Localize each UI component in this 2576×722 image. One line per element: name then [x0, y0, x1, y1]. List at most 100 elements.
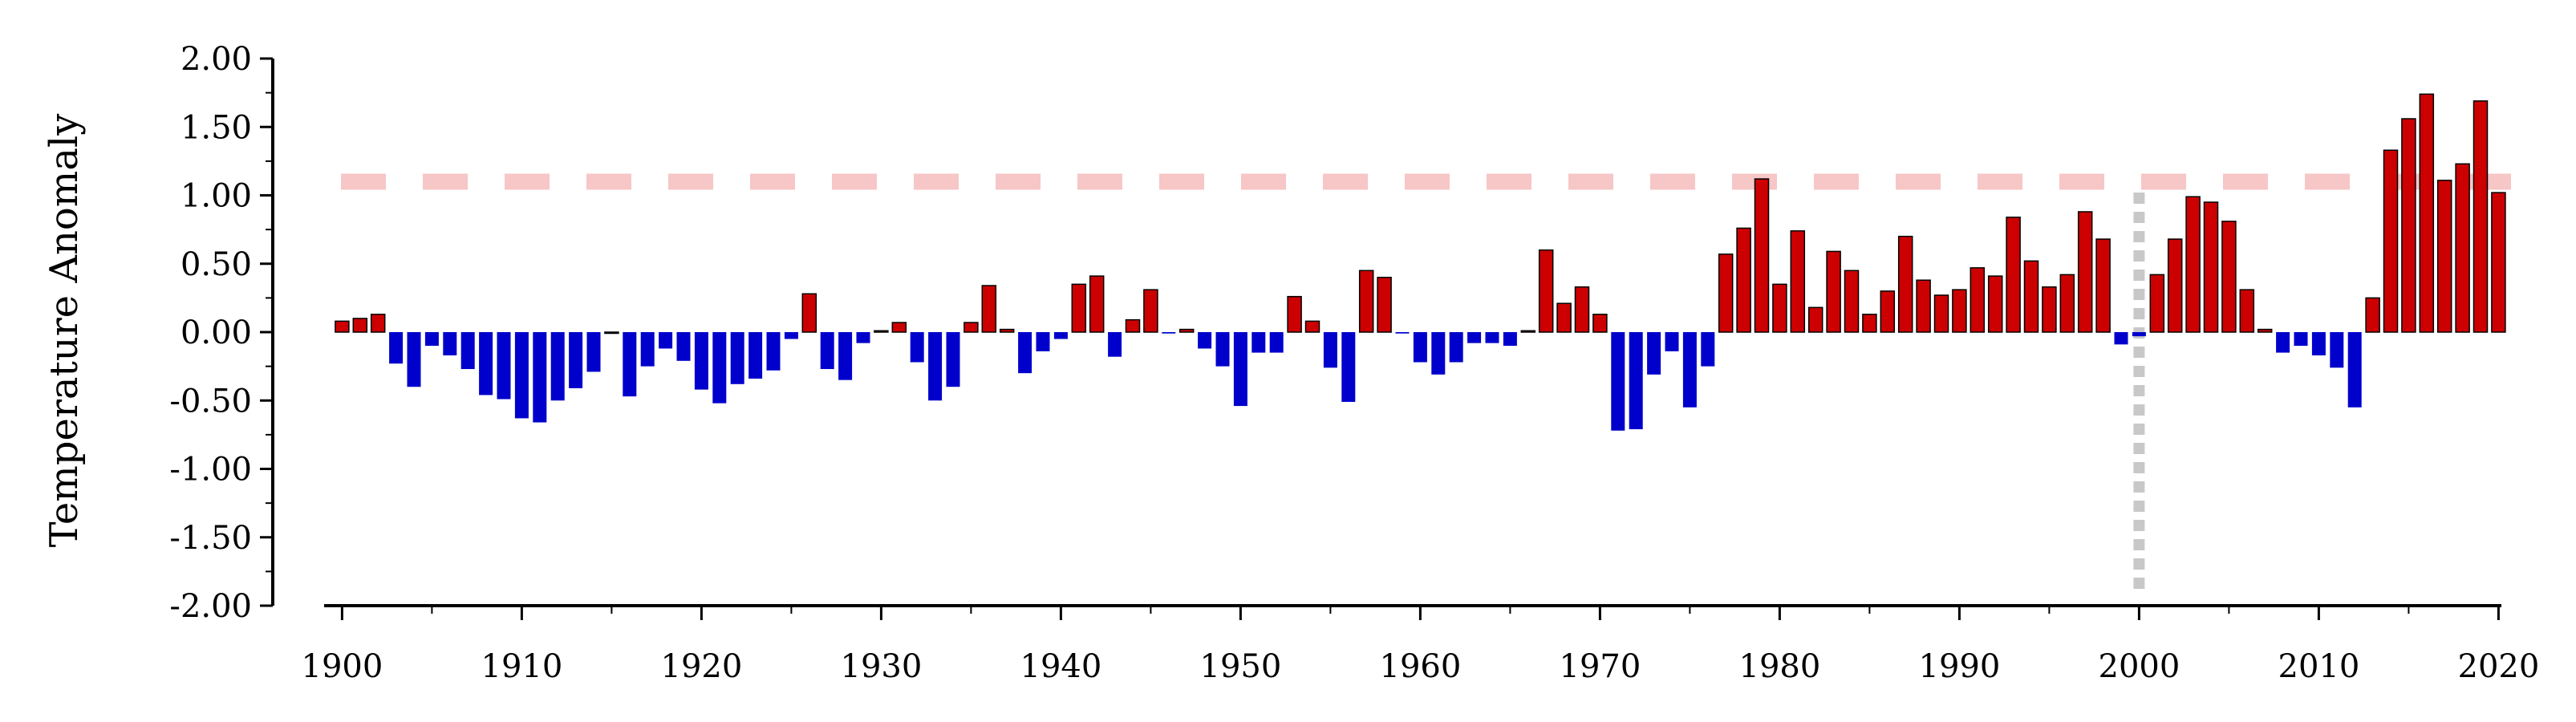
- bar-1916: [623, 332, 637, 397]
- bar-1910: [514, 332, 529, 419]
- x-tick-label: 1990: [1919, 648, 2001, 685]
- bar-1927: [820, 332, 834, 370]
- bar-1901: [352, 318, 368, 333]
- bar-1985: [1862, 314, 1877, 333]
- bar-2011: [2330, 332, 2344, 368]
- bar-1920: [694, 332, 708, 390]
- bar-1949: [1215, 332, 1230, 367]
- bar-1918: [659, 332, 673, 349]
- bar-1948: [1198, 332, 1212, 349]
- bar-1934: [946, 332, 960, 387]
- bar-1998: [2095, 238, 2111, 333]
- reference-lines: [341, 173, 2511, 590]
- bar-1967: [1538, 249, 1554, 333]
- bar-2005: [2221, 221, 2237, 333]
- bar-1960: [1413, 332, 1427, 363]
- bar-1990: [1952, 289, 1967, 333]
- bar-1986: [1880, 290, 1896, 333]
- y-tick-label: -1.50: [169, 520, 252, 557]
- bar-1954: [1304, 320, 1320, 333]
- y-axis: 2.00 1.50 1.00 0.50 0.00 -0.50 -1.00 -1.50 -2.00: [169, 41, 274, 625]
- y-tick-label: 0.50: [181, 246, 252, 283]
- bars-group: [335, 93, 2506, 431]
- bar-1923: [748, 332, 763, 379]
- bar-1971: [1611, 332, 1625, 431]
- bar-1973: [1647, 332, 1661, 375]
- bar-1904: [407, 332, 421, 387]
- bar-1965: [1503, 332, 1517, 347]
- bar-1976: [1701, 332, 1715, 367]
- bar-1959: [1395, 332, 1410, 334]
- bar-1970: [1592, 314, 1608, 333]
- bar-1981: [1790, 230, 1806, 333]
- bar-1914: [586, 332, 601, 372]
- bar-1982: [1807, 306, 1823, 333]
- x-axis: 1900 1910 1920 1930 1940 1950 1960 1970 1980 1990…: [302, 604, 2540, 685]
- bar-2015: [2401, 118, 2416, 333]
- bar-1979: [1754, 178, 1770, 333]
- bar-2010: [2311, 332, 2326, 355]
- bar-1902: [370, 314, 386, 333]
- bar-1928: [838, 332, 853, 380]
- bar-1932: [910, 332, 924, 363]
- bar-1905: [424, 332, 439, 347]
- bar-1951: [1251, 332, 1266, 353]
- bar-2018: [2455, 163, 2470, 333]
- bar-2013: [2365, 297, 2380, 333]
- bar-1988: [1916, 279, 1931, 333]
- bar-2009: [2294, 332, 2308, 347]
- bar-1984: [1844, 270, 1860, 333]
- bar-1987: [1897, 235, 1913, 333]
- bar-1942: [1089, 275, 1105, 333]
- bar-1906: [443, 332, 457, 355]
- x-tick-label: 2020: [2458, 648, 2540, 685]
- bar-2006: [2239, 289, 2255, 333]
- bar-1964: [1485, 332, 1499, 343]
- x-tick-label: 2010: [2278, 648, 2360, 685]
- bar-2001: [2149, 274, 2165, 333]
- bar-1962: [1449, 332, 1463, 363]
- x-tick-label: 1950: [1200, 648, 1282, 685]
- bar-1977: [1718, 254, 1734, 333]
- bar-1908: [479, 332, 493, 395]
- bar-2020: [2491, 192, 2506, 333]
- bar-1947: [1178, 328, 1195, 333]
- bar-1945: [1143, 289, 1158, 333]
- bar-1926: [801, 293, 817, 333]
- bar-1917: [640, 332, 655, 367]
- y-tick-label: 1.50: [181, 109, 252, 146]
- bar-1939: [1036, 332, 1050, 351]
- bar-1966: [1520, 330, 1536, 333]
- bar-1907: [460, 332, 475, 370]
- bar-1921: [712, 332, 727, 404]
- x-tick-label: 2000: [2099, 648, 2180, 685]
- bar-1983: [1826, 250, 1841, 333]
- bar-1958: [1377, 277, 1392, 333]
- bar-1925: [784, 332, 798, 339]
- bar-2017: [2436, 179, 2452, 333]
- bar-1994: [2023, 260, 2039, 333]
- bar-1974: [1665, 332, 1679, 351]
- bar-1968: [1556, 302, 1572, 333]
- bar-1933: [928, 332, 943, 401]
- x-tick-label: 1930: [841, 648, 923, 685]
- bar-1952: [1269, 332, 1284, 353]
- bar-1909: [497, 332, 511, 400]
- y-tick-label: 1.00: [181, 178, 252, 215]
- bar-1931: [891, 322, 907, 333]
- bar-1957: [1358, 270, 1374, 333]
- bar-1961: [1431, 332, 1446, 375]
- bar-1936: [981, 285, 997, 333]
- bar-1911: [533, 332, 547, 423]
- bar-1996: [2059, 274, 2075, 333]
- bar-1995: [2042, 286, 2057, 333]
- bar-2002: [2167, 238, 2183, 333]
- bar-2000: [2132, 332, 2146, 337]
- bar-1993: [2006, 217, 2021, 333]
- bar-1946: [1162, 332, 1176, 334]
- bar-1944: [1125, 318, 1141, 333]
- bar-1999: [2114, 332, 2128, 345]
- bar-1924: [766, 332, 781, 371]
- bar-1991: [1970, 267, 1986, 333]
